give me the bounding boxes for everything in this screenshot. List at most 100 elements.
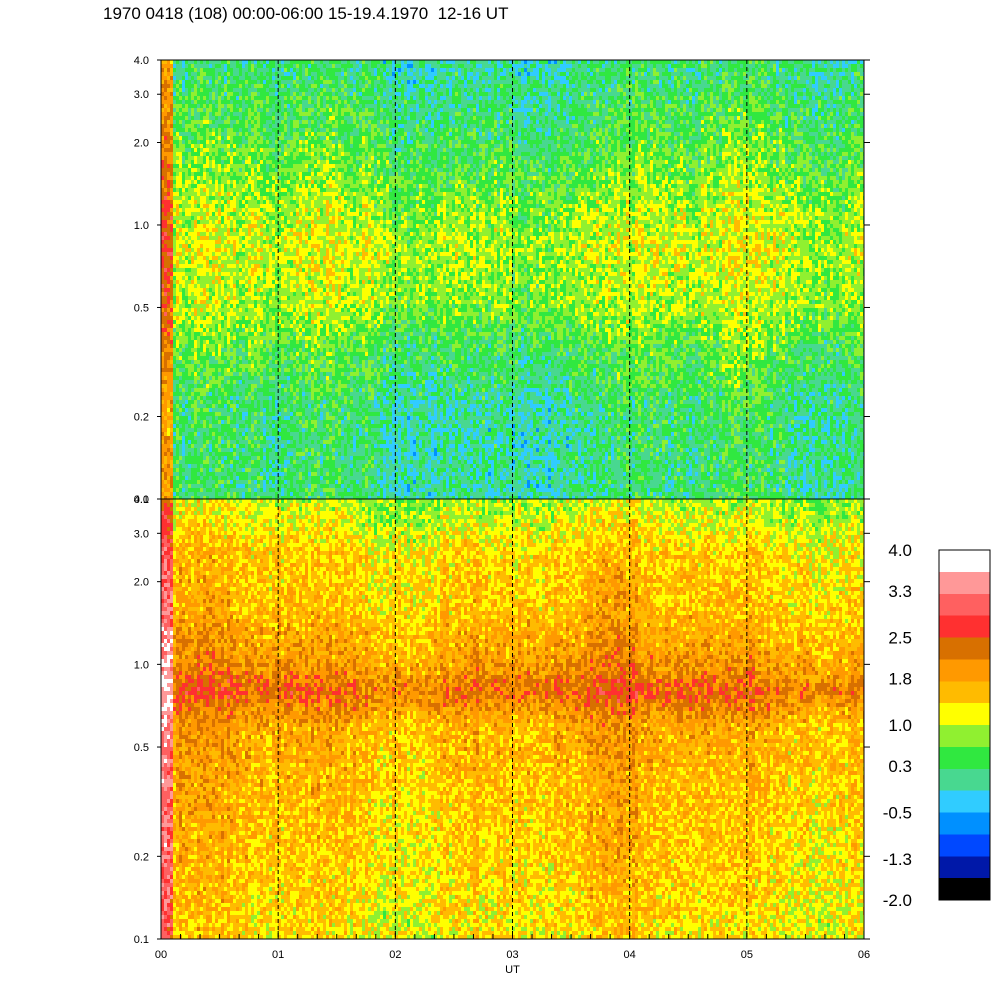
heatmap-cell — [194, 160, 197, 164]
heatmap-cell — [197, 116, 200, 120]
heatmap-cell — [239, 120, 242, 124]
heatmap-cell — [170, 400, 173, 404]
heatmap-cell — [194, 292, 197, 296]
heatmap-cell — [173, 432, 176, 436]
heatmap-cell — [194, 304, 197, 308]
heatmap-cell — [224, 468, 227, 472]
heatmap-cell — [227, 100, 230, 104]
heatmap-cell — [167, 492, 170, 496]
heatmap-cell — [263, 204, 266, 208]
heatmap-cell — [257, 168, 260, 172]
heatmap-cell — [269, 336, 272, 340]
heatmap-cell — [266, 340, 269, 344]
heatmap-cell — [212, 440, 215, 444]
heatmap-cell — [185, 428, 188, 432]
heatmap-cell — [245, 152, 248, 156]
heatmap-cell — [242, 292, 245, 296]
heatmap-cell — [251, 360, 254, 364]
heatmap-cell — [197, 352, 200, 356]
heatmap-cell — [224, 288, 227, 292]
heatmap-cell — [227, 408, 230, 412]
heatmap-cell — [185, 272, 188, 276]
heatmap-cell — [224, 340, 227, 344]
heatmap-cell — [242, 332, 245, 336]
heatmap-cell — [200, 224, 203, 228]
heatmap-cell — [218, 124, 221, 128]
heatmap-cell — [227, 216, 230, 220]
heatmap-cell — [230, 332, 233, 336]
heatmap-cell — [263, 88, 266, 92]
heatmap-cell — [212, 288, 215, 292]
heatmap-cell — [209, 460, 212, 464]
heatmap-cell — [233, 228, 236, 232]
heatmap-cell — [170, 72, 173, 76]
heatmap-cell — [245, 396, 248, 400]
heatmap-cell — [263, 360, 266, 364]
heatmap-cell — [212, 172, 215, 176]
heatmap-cell — [164, 340, 167, 344]
heatmap-cell — [203, 308, 206, 312]
heatmap-cell — [218, 408, 221, 412]
heatmap-cell — [263, 312, 266, 316]
heatmap-cell — [263, 448, 266, 452]
heatmap-cell — [239, 296, 242, 300]
heatmap-cell — [173, 208, 176, 212]
heatmap-cell — [248, 184, 251, 188]
heatmap-cell — [251, 348, 254, 352]
heatmap-cell — [239, 172, 242, 176]
heatmap-cell — [221, 484, 224, 488]
heatmap-cell — [242, 216, 245, 220]
heatmap-cell — [200, 188, 203, 192]
heatmap-cell — [212, 308, 215, 312]
heatmap-cell — [170, 92, 173, 96]
heatmap-cell — [230, 348, 233, 352]
heatmap-cell — [260, 192, 263, 196]
heatmap-cell — [212, 100, 215, 104]
heatmap-cell — [194, 236, 197, 240]
heatmap-cell — [239, 256, 242, 260]
heatmap-cell — [221, 392, 224, 396]
heatmap-cell — [242, 244, 245, 248]
heatmap-cell — [233, 68, 236, 72]
heatmap-cell — [257, 140, 260, 144]
heatmap-cell — [164, 144, 167, 148]
heatmap-cell — [242, 72, 245, 76]
heatmap-cell — [179, 364, 182, 368]
heatmap-cell — [242, 468, 245, 472]
heatmap-cell — [170, 164, 173, 168]
heatmap-cell — [257, 396, 260, 400]
heatmap-cell — [185, 144, 188, 148]
heatmap-cell — [242, 80, 245, 84]
heatmap-cell — [197, 388, 200, 392]
heatmap-cell — [200, 92, 203, 96]
heatmap-cell — [248, 488, 251, 492]
heatmap-cell — [188, 180, 191, 184]
heatmap-cell — [257, 448, 260, 452]
heatmap-cell — [263, 160, 266, 164]
heatmap-cell — [251, 188, 254, 192]
heatmap-cell — [266, 308, 269, 312]
heatmap-cell — [251, 120, 254, 124]
heatmap-cell — [251, 88, 254, 92]
heatmap-cell — [218, 368, 221, 372]
heatmap-cell — [167, 204, 170, 208]
heatmap-cell — [224, 328, 227, 332]
heatmap-cell — [218, 256, 221, 260]
heatmap-cell — [167, 200, 170, 204]
heatmap-cell — [242, 192, 245, 196]
heatmap-cell — [236, 292, 239, 296]
heatmap-cell — [200, 420, 203, 424]
heatmap-cell — [239, 284, 242, 288]
heatmap-cell — [194, 368, 197, 372]
heatmap-cell — [224, 120, 227, 124]
heatmap-cell — [230, 408, 233, 412]
heatmap-cell — [266, 228, 269, 232]
heatmap-cell — [185, 444, 188, 448]
heatmap-cell — [179, 372, 182, 376]
heatmap-cell — [203, 292, 206, 296]
heatmap-cell — [173, 156, 176, 160]
heatmap-cell — [257, 104, 260, 108]
heatmap-cell — [245, 108, 248, 112]
heatmap-cell — [251, 220, 254, 224]
heatmap-cell — [242, 424, 245, 428]
